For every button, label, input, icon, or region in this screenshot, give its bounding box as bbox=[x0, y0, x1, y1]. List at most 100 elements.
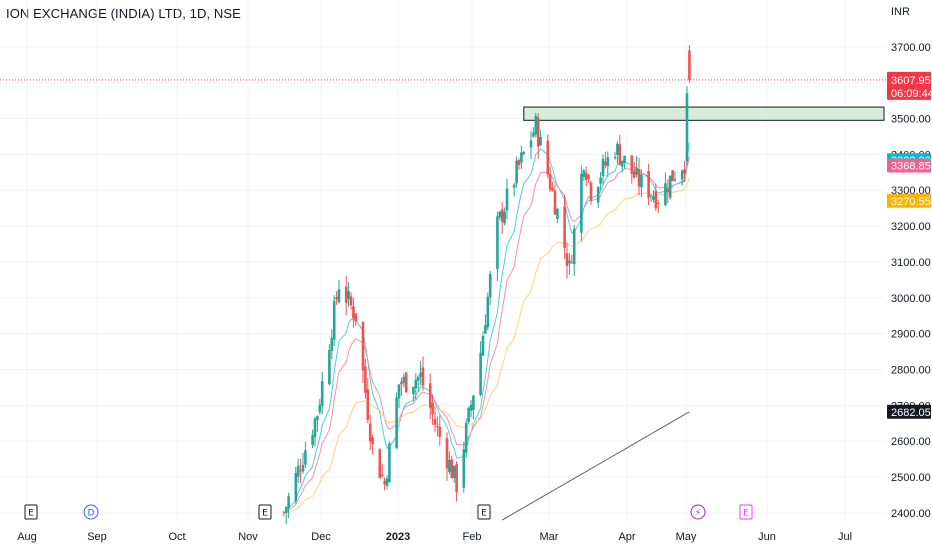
candle[interactable] bbox=[366, 378, 370, 424]
candle[interactable] bbox=[431, 394, 434, 425]
candle[interactable] bbox=[378, 448, 382, 479]
candle[interactable] bbox=[284, 506, 288, 525]
candle[interactable] bbox=[536, 113, 540, 159]
event-markers[interactable]: E D E E ⚡ E bbox=[24, 504, 753, 520]
candle[interactable] bbox=[486, 292, 490, 331]
candle[interactable] bbox=[368, 414, 372, 451]
candle[interactable] bbox=[503, 207, 506, 226]
candle[interactable] bbox=[539, 130, 542, 146]
candle[interactable] bbox=[534, 112, 538, 138]
candle[interactable] bbox=[388, 441, 391, 483]
candle[interactable] bbox=[664, 172, 667, 207]
event-marker[interactable]: E bbox=[477, 504, 491, 520]
candle[interactable] bbox=[472, 394, 475, 420]
candle[interactable] bbox=[467, 406, 470, 425]
candle[interactable] bbox=[452, 465, 456, 483]
candle[interactable] bbox=[563, 194, 566, 259]
candle[interactable] bbox=[596, 185, 600, 208]
candle[interactable] bbox=[606, 151, 610, 177]
candle[interactable] bbox=[551, 181, 554, 192]
candle[interactable] bbox=[414, 372, 418, 400]
candle[interactable] bbox=[484, 314, 487, 334]
candle[interactable] bbox=[668, 175, 672, 200]
candle[interactable] bbox=[553, 184, 557, 215]
event-marker[interactable]: E bbox=[258, 504, 272, 520]
candle[interactable] bbox=[500, 201, 504, 234]
candle[interactable] bbox=[412, 386, 415, 402]
candle[interactable] bbox=[481, 331, 485, 357]
candle[interactable] bbox=[654, 183, 658, 211]
candle[interactable] bbox=[620, 160, 624, 173]
candle[interactable] bbox=[630, 155, 634, 184]
event-marker[interactable]: ⚡ bbox=[690, 504, 706, 520]
candle[interactable] bbox=[469, 399, 473, 418]
event-marker[interactable]: E bbox=[24, 504, 38, 520]
event-marker[interactable]: E bbox=[739, 504, 753, 520]
candle[interactable] bbox=[479, 341, 482, 397]
candle[interactable] bbox=[532, 127, 535, 138]
candle[interactable] bbox=[287, 492, 290, 518]
candle[interactable] bbox=[680, 169, 684, 186]
candle[interactable] bbox=[637, 157, 641, 196]
candle[interactable] bbox=[354, 313, 358, 327]
candle[interactable] bbox=[584, 166, 588, 187]
candle[interactable] bbox=[635, 156, 638, 178]
candle[interactable] bbox=[313, 416, 317, 447]
candle[interactable] bbox=[296, 458, 300, 483]
candle[interactable] bbox=[548, 167, 552, 193]
candle[interactable] bbox=[335, 291, 338, 305]
candle[interactable] bbox=[385, 475, 389, 490]
candle[interactable] bbox=[546, 134, 550, 179]
candle[interactable] bbox=[371, 434, 374, 455]
candle[interactable] bbox=[299, 458, 302, 483]
candle[interactable] bbox=[438, 415, 442, 446]
candle[interactable] bbox=[404, 371, 408, 393]
candle[interactable] bbox=[656, 200, 660, 213]
candle[interactable] bbox=[649, 194, 653, 202]
candle[interactable] bbox=[618, 134, 622, 166]
candle[interactable] bbox=[570, 254, 574, 264]
candle[interactable] bbox=[652, 189, 655, 203]
candle[interactable] bbox=[421, 356, 425, 391]
candle[interactable] bbox=[556, 207, 559, 223]
candle[interactable] bbox=[316, 415, 319, 432]
candle[interactable] bbox=[464, 418, 468, 458]
candle[interactable] bbox=[599, 171, 602, 191]
candle[interactable] bbox=[428, 373, 432, 420]
candle[interactable] bbox=[666, 179, 670, 204]
candle[interactable] bbox=[318, 398, 322, 416]
candle[interactable] bbox=[294, 466, 298, 504]
candle[interactable] bbox=[419, 361, 422, 386]
candle[interactable] bbox=[580, 165, 583, 242]
candle[interactable] bbox=[301, 453, 305, 474]
candle[interactable] bbox=[352, 297, 355, 328]
candle[interactable] bbox=[529, 130, 533, 160]
candle[interactable] bbox=[349, 292, 353, 310]
candle[interactable] bbox=[311, 429, 314, 449]
candle[interactable] bbox=[320, 371, 324, 414]
candle[interactable] bbox=[400, 377, 403, 396]
candle[interactable] bbox=[337, 280, 341, 304]
candle[interactable] bbox=[522, 150, 526, 156]
event-marker[interactable]: D bbox=[83, 504, 99, 520]
candle[interactable] bbox=[344, 275, 348, 316]
candle[interactable] bbox=[448, 451, 451, 475]
candle[interactable] bbox=[364, 359, 367, 399]
candle[interactable] bbox=[572, 225, 576, 276]
candle[interactable] bbox=[582, 168, 586, 181]
candle[interactable] bbox=[402, 373, 406, 388]
candle[interactable] bbox=[520, 145, 523, 170]
candle[interactable] bbox=[347, 281, 350, 308]
candle[interactable] bbox=[589, 180, 593, 205]
candle[interactable] bbox=[462, 441, 466, 493]
candle[interactable] bbox=[397, 384, 401, 408]
candle[interactable] bbox=[683, 160, 686, 183]
candle[interactable] bbox=[673, 171, 677, 182]
candle[interactable] bbox=[623, 155, 626, 169]
candle[interactable] bbox=[685, 86, 689, 166]
candle[interactable] bbox=[330, 329, 334, 359]
candle[interactable] bbox=[395, 392, 398, 450]
candle[interactable] bbox=[565, 242, 569, 279]
candle[interactable] bbox=[616, 141, 619, 165]
candle[interactable] bbox=[488, 271, 492, 305]
